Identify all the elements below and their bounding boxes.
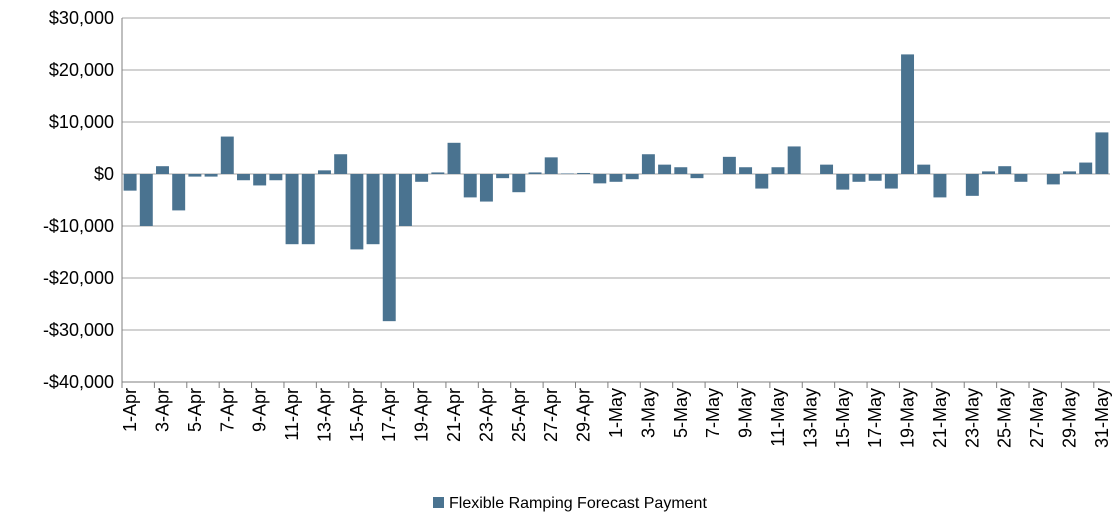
x-tick-label: 13-Apr [314, 388, 334, 442]
x-tick-label: 23-May [962, 388, 982, 448]
bar [366, 174, 380, 245]
bar [431, 172, 445, 174]
x-tick-label: 23-Apr [476, 388, 496, 442]
x-tick-label: 25-Apr [509, 388, 529, 442]
bar [512, 174, 526, 193]
legend-swatch [433, 497, 444, 508]
x-tick-label: 21-Apr [444, 388, 464, 442]
bar [269, 174, 283, 181]
bar [188, 174, 202, 177]
y-tick-label: $20,000 [49, 60, 114, 80]
bar [528, 172, 542, 174]
bar [220, 136, 234, 174]
bar [496, 174, 510, 179]
x-tick-label: 13-May [800, 388, 820, 448]
x-tick-label: 9-Apr [250, 388, 270, 432]
bar [852, 174, 866, 182]
bar [917, 164, 931, 174]
x-tick-label: 25-May [995, 388, 1015, 448]
bar [463, 174, 477, 198]
bar [382, 174, 396, 322]
x-tick-label: 5-May [671, 388, 691, 438]
bar [204, 174, 218, 177]
bar [172, 174, 186, 211]
bar [901, 54, 915, 174]
x-tick-label: 19-May [898, 388, 918, 448]
bar [787, 146, 801, 174]
x-tick-label: 17-Apr [379, 388, 399, 442]
y-tick-label: $10,000 [49, 112, 114, 132]
bar [1079, 162, 1093, 174]
bar [658, 164, 672, 174]
x-tick-label: 29-Apr [574, 388, 594, 442]
x-tick-label: 5-Apr [185, 388, 205, 432]
bar [156, 166, 169, 174]
x-tick-label: 11-May [768, 388, 788, 447]
bar [641, 154, 655, 174]
x-tick-label: 21-May [930, 388, 950, 448]
bar [447, 142, 461, 174]
bar [755, 174, 769, 189]
x-tick-label: 29-May [1060, 388, 1080, 448]
bar [560, 173, 574, 174]
bar [965, 174, 979, 196]
bar [123, 174, 137, 191]
x-tick-label: 15-Apr [347, 388, 367, 442]
x-tick-label: 27-May [1027, 388, 1047, 448]
bar [1095, 132, 1109, 174]
bar [415, 174, 429, 182]
bar [350, 174, 364, 250]
legend-label: Flexible Ramping Forecast Payment [449, 495, 707, 512]
bar [722, 156, 736, 174]
bar [739, 167, 753, 174]
bar [317, 170, 331, 174]
x-tick-label: 31-May [1092, 388, 1112, 448]
bar [674, 167, 688, 174]
x-tick-label: 3-Apr [152, 388, 172, 432]
bar [593, 174, 607, 184]
bar [479, 174, 493, 202]
x-tick-label: 3-May [638, 388, 658, 438]
bar [884, 174, 898, 189]
x-tick-label: 1-Apr [120, 388, 140, 432]
x-tick-label: 7-May [703, 388, 723, 438]
bar [609, 174, 623, 182]
bar [998, 166, 1012, 174]
y-tick-label: -$30,000 [43, 320, 114, 340]
x-tick-label: 27-Apr [541, 388, 561, 442]
bar [253, 174, 267, 186]
y-tick-label: $30,000 [49, 8, 114, 28]
x-tick-label: 19-Apr [412, 388, 432, 442]
bar [933, 174, 947, 198]
bar [334, 154, 348, 174]
bar [577, 172, 591, 174]
bar [836, 174, 850, 190]
x-tick-label: 17-May [865, 388, 885, 448]
bar [236, 174, 250, 181]
x-tick-label: 9-May [736, 388, 756, 438]
bar [771, 167, 785, 174]
bar [820, 164, 834, 174]
x-tick-label: 1-May [606, 388, 626, 438]
x-tick-label: 7-Apr [217, 388, 237, 432]
y-tick-label: -$10,000 [43, 216, 114, 236]
bar [398, 174, 412, 226]
y-tick-label: -$20,000 [43, 268, 114, 288]
bar [1046, 174, 1060, 185]
bar [1014, 174, 1028, 182]
bar [139, 174, 153, 226]
bar [868, 174, 882, 181]
bar [1063, 171, 1076, 174]
bar [625, 174, 639, 180]
x-tick-label: 15-May [833, 388, 853, 448]
bar [690, 174, 704, 179]
y-tick-label: -$40,000 [43, 372, 114, 392]
y-tick-label: $0 [94, 164, 114, 184]
bar [285, 174, 299, 245]
x-tick-label: 11-Apr [282, 388, 302, 441]
bar [301, 174, 315, 245]
bar [544, 157, 558, 174]
bar [982, 171, 996, 174]
